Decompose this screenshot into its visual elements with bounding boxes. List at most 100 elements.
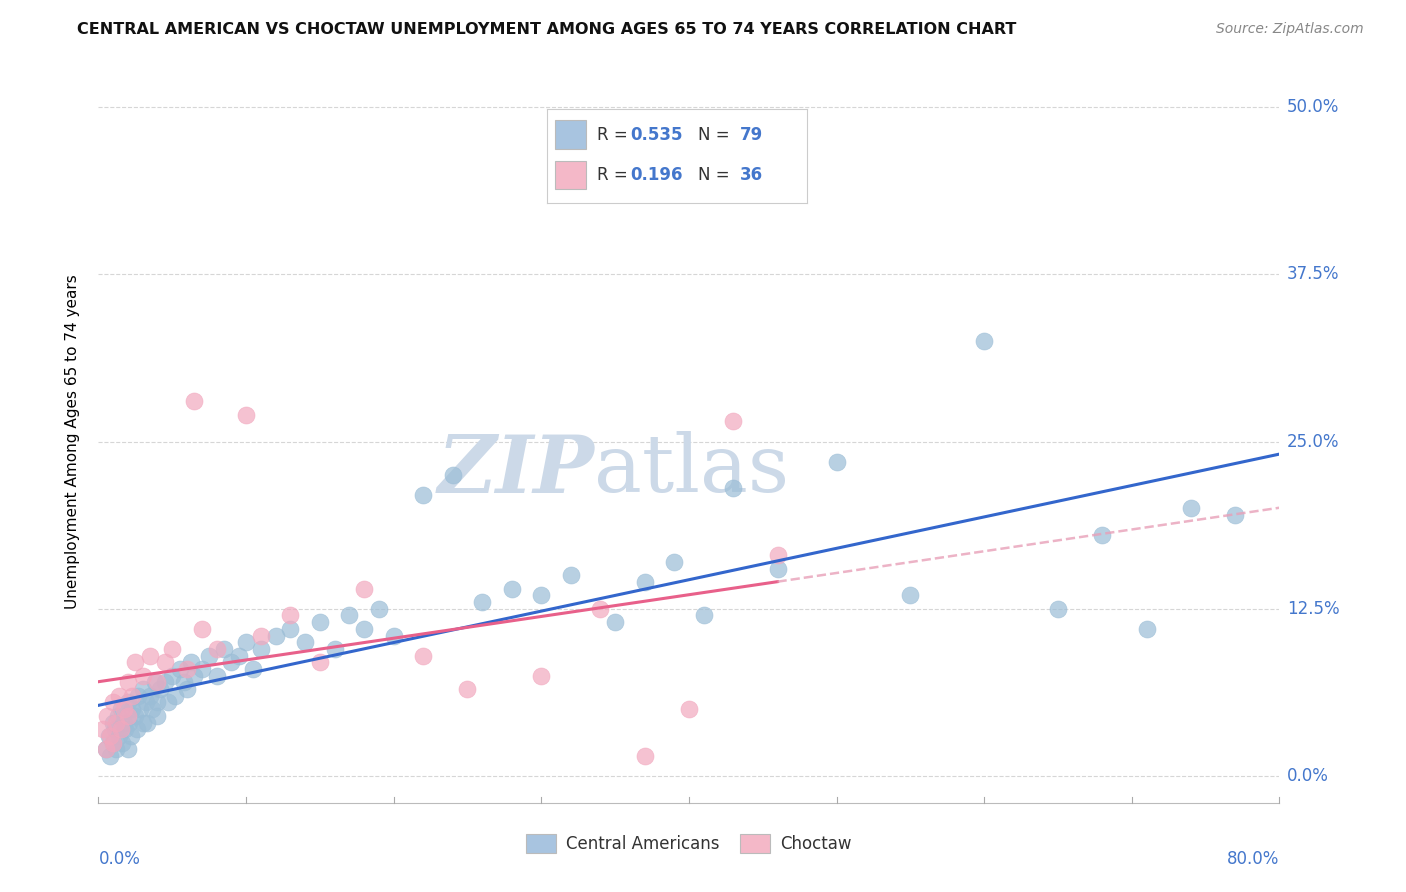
Text: 0.0%: 0.0%: [98, 849, 141, 868]
Point: [339, 608, 361, 623]
Point: [766, 548, 789, 563]
Point: [120, 729, 142, 743]
Point: [412, 488, 434, 502]
Point: [117, 696, 139, 710]
Point: [176, 681, 198, 696]
Point: [153, 675, 176, 690]
Point: [1180, 501, 1202, 516]
Point: [183, 669, 205, 683]
Point: [309, 615, 332, 630]
Point: [103, 715, 125, 730]
Point: [457, 681, 479, 696]
Point: [530, 669, 553, 683]
Point: [605, 615, 627, 630]
Point: [368, 602, 391, 616]
Point: [589, 602, 612, 616]
Point: [98, 749, 121, 764]
Point: [132, 715, 155, 730]
Point: [221, 655, 243, 669]
Point: [162, 642, 183, 657]
Point: [117, 675, 139, 690]
Point: [132, 669, 155, 683]
Text: 50.0%: 50.0%: [1286, 98, 1340, 116]
Point: [560, 568, 582, 582]
Point: [94, 742, 117, 756]
Point: [294, 635, 316, 649]
Point: [664, 555, 686, 569]
Text: Source: ZipAtlas.com: Source: ZipAtlas.com: [1216, 22, 1364, 37]
Point: [162, 669, 183, 683]
Point: [104, 723, 127, 737]
Point: [205, 669, 228, 683]
Point: [280, 622, 302, 636]
Point: [212, 642, 235, 657]
Point: [110, 723, 132, 737]
Point: [153, 655, 176, 669]
Point: [125, 723, 148, 737]
Point: [112, 702, 135, 716]
Point: [323, 642, 346, 657]
Legend: Central Americans, Choctaw: Central Americans, Choctaw: [520, 827, 858, 860]
Point: [146, 708, 169, 723]
Point: [191, 662, 214, 676]
Text: 37.5%: 37.5%: [1286, 265, 1340, 284]
Point: [169, 662, 191, 676]
Point: [103, 735, 125, 749]
Point: [250, 628, 273, 642]
Point: [678, 702, 700, 716]
Point: [114, 723, 136, 737]
Text: 80.0%: 80.0%: [1227, 849, 1279, 868]
Point: [121, 702, 143, 716]
Point: [1136, 622, 1159, 636]
Point: [146, 675, 169, 690]
Point: [353, 622, 375, 636]
Point: [530, 589, 553, 603]
Point: [280, 608, 302, 623]
Point: [105, 715, 128, 730]
Point: [693, 608, 716, 623]
Point: [108, 689, 131, 703]
Point: [441, 467, 464, 482]
Point: [139, 689, 162, 703]
Point: [180, 655, 202, 669]
Point: [124, 708, 146, 723]
Point: [135, 696, 157, 710]
Text: 25.0%: 25.0%: [1286, 433, 1340, 450]
Point: [242, 662, 264, 676]
Point: [117, 742, 139, 756]
Point: [723, 482, 745, 496]
Point: [723, 414, 745, 429]
Point: [176, 662, 198, 676]
Point: [128, 702, 150, 716]
Point: [634, 749, 657, 764]
Point: [96, 708, 118, 723]
Point: [1225, 508, 1247, 523]
Point: [501, 582, 523, 596]
Point: [191, 622, 214, 636]
Point: [900, 589, 922, 603]
Point: [264, 628, 287, 642]
Point: [235, 408, 257, 422]
Point: [97, 729, 120, 743]
Point: [112, 715, 135, 730]
Text: atlas: atlas: [595, 432, 790, 509]
Point: [111, 735, 134, 749]
Point: [156, 696, 179, 710]
Point: [98, 729, 121, 743]
Point: [117, 708, 139, 723]
Point: [103, 735, 125, 749]
Point: [183, 394, 205, 409]
Point: [173, 675, 195, 690]
Text: CENTRAL AMERICAN VS CHOCTAW UNEMPLOYMENT AMONG AGES 65 TO 74 YEARS CORRELATION C: CENTRAL AMERICAN VS CHOCTAW UNEMPLOYMENT…: [77, 22, 1017, 37]
Text: ZIP: ZIP: [437, 432, 595, 509]
Point: [471, 595, 494, 609]
Point: [412, 648, 434, 663]
Point: [121, 689, 143, 703]
Point: [382, 628, 405, 642]
Point: [766, 562, 789, 576]
Point: [228, 648, 250, 663]
Point: [91, 723, 114, 737]
Point: [1047, 602, 1070, 616]
Point: [136, 715, 159, 730]
Point: [309, 655, 332, 669]
